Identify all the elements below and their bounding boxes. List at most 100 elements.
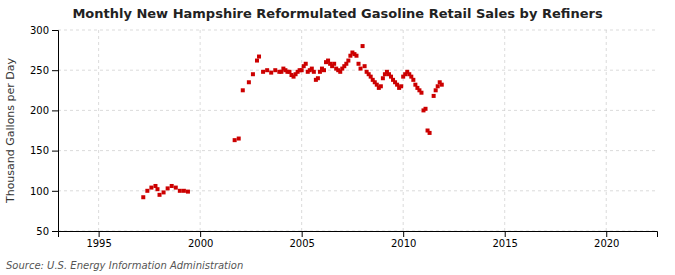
point bbox=[399, 84, 403, 88]
x-tick-mark bbox=[99, 231, 100, 237]
x-tick: 2010 bbox=[391, 231, 416, 249]
x-grid-line bbox=[504, 30, 505, 231]
x-grid-line bbox=[301, 30, 302, 231]
x-tick-label: 2000 bbox=[188, 238, 213, 249]
point bbox=[322, 68, 326, 72]
point bbox=[346, 59, 350, 63]
x-tick-label: 2020 bbox=[594, 238, 619, 249]
point bbox=[241, 88, 245, 92]
x-tick: 2005 bbox=[289, 231, 314, 249]
point bbox=[332, 62, 336, 66]
x-axis: 1995 2000 2005 2010 2015 2020 bbox=[59, 231, 658, 249]
point bbox=[247, 80, 251, 84]
point bbox=[381, 76, 385, 80]
y-axis: 50 100 150 200 250 300 bbox=[30, 25, 59, 237]
x-tick-label: 1995 bbox=[86, 238, 111, 249]
y-grid-line bbox=[58, 150, 657, 151]
y-tick: 50 bbox=[36, 226, 58, 237]
point bbox=[162, 190, 166, 194]
point bbox=[257, 55, 261, 59]
x-tick: 1995 bbox=[86, 231, 111, 249]
y-grid-line bbox=[58, 30, 657, 31]
x-tick-label: 2005 bbox=[289, 238, 314, 249]
point bbox=[255, 59, 259, 63]
y-tick-label: 150 bbox=[30, 145, 49, 156]
point bbox=[265, 68, 269, 72]
plot-area: 1995 2000 2005 2010 2015 2020 50 100 150 200 250 30… bbox=[30, 25, 658, 249]
point bbox=[170, 184, 174, 188]
point bbox=[155, 187, 159, 191]
x-tick-mark bbox=[403, 231, 404, 237]
y-tick: 200 bbox=[30, 105, 58, 116]
point bbox=[363, 64, 367, 68]
y-tick-mark bbox=[52, 30, 58, 31]
y-tick-label: 300 bbox=[30, 25, 49, 36]
y-tick-mark bbox=[52, 151, 58, 152]
x-tick-mark bbox=[606, 231, 607, 237]
point bbox=[237, 137, 241, 141]
point bbox=[304, 62, 308, 66]
point bbox=[379, 84, 383, 88]
point bbox=[440, 83, 444, 87]
y-axis-title: Thousand Gallons per Day bbox=[4, 57, 17, 204]
y-grid-line bbox=[58, 110, 657, 111]
y-grid-line bbox=[58, 70, 657, 71]
point bbox=[312, 70, 316, 74]
point bbox=[300, 68, 304, 72]
y-tick-mark bbox=[52, 110, 58, 111]
point bbox=[141, 195, 145, 199]
y-tick: 300 bbox=[30, 25, 58, 36]
chart-svg: 1995 2000 2005 2010 2015 2020 50 100 150 200 250 30… bbox=[0, 0, 675, 275]
point bbox=[359, 67, 363, 71]
point bbox=[174, 186, 178, 190]
y-tick-label: 50 bbox=[36, 226, 49, 237]
point bbox=[145, 189, 149, 193]
y-tick: 100 bbox=[30, 186, 58, 197]
x-grid-line bbox=[200, 30, 201, 231]
point bbox=[166, 186, 170, 190]
points bbox=[141, 44, 443, 199]
y-axis-line bbox=[52, 31, 59, 232]
point bbox=[436, 84, 440, 88]
point bbox=[432, 94, 436, 98]
x-tick-mark bbox=[505, 231, 506, 237]
point bbox=[261, 70, 265, 74]
point bbox=[186, 190, 190, 194]
source-note: Source: U.S. Energy Information Administ… bbox=[6, 260, 243, 271]
x-tick-mark bbox=[200, 231, 201, 237]
point bbox=[178, 189, 182, 193]
y-tick: 150 bbox=[30, 145, 58, 156]
y-tick-label: 250 bbox=[30, 65, 49, 76]
grid bbox=[58, 30, 657, 231]
x-tick-mark bbox=[302, 231, 303, 237]
x-tick: 2015 bbox=[492, 231, 517, 249]
x-grid-line bbox=[403, 30, 404, 231]
point bbox=[354, 54, 358, 58]
point bbox=[158, 193, 162, 197]
point bbox=[182, 189, 186, 193]
point bbox=[424, 107, 428, 111]
point bbox=[316, 76, 320, 80]
point bbox=[419, 91, 423, 95]
y-tick-mark bbox=[52, 231, 58, 232]
point bbox=[149, 186, 153, 190]
chart-container: 1995 2000 2005 2010 2015 2020 50 100 150 200 250 30… bbox=[0, 0, 675, 275]
point bbox=[361, 44, 365, 48]
x-grid-line bbox=[98, 30, 99, 231]
x-axis-line bbox=[59, 232, 658, 238]
title: Monthly New Hampshire Reformulated Gasol… bbox=[72, 6, 603, 21]
x-tick-label: 2010 bbox=[391, 238, 416, 249]
point bbox=[273, 68, 277, 72]
point bbox=[434, 88, 438, 92]
point bbox=[411, 78, 415, 82]
y-tick-label: 100 bbox=[30, 186, 49, 197]
y-tick: 250 bbox=[30, 65, 58, 76]
x-tick: 2020 bbox=[594, 231, 619, 249]
point bbox=[357, 62, 361, 66]
point bbox=[233, 138, 237, 142]
point bbox=[269, 71, 273, 75]
x-tick-label: 2015 bbox=[492, 238, 517, 249]
y-tick-label: 200 bbox=[30, 105, 49, 116]
x-tick: 2000 bbox=[188, 231, 213, 249]
y-tick-mark bbox=[52, 191, 58, 192]
